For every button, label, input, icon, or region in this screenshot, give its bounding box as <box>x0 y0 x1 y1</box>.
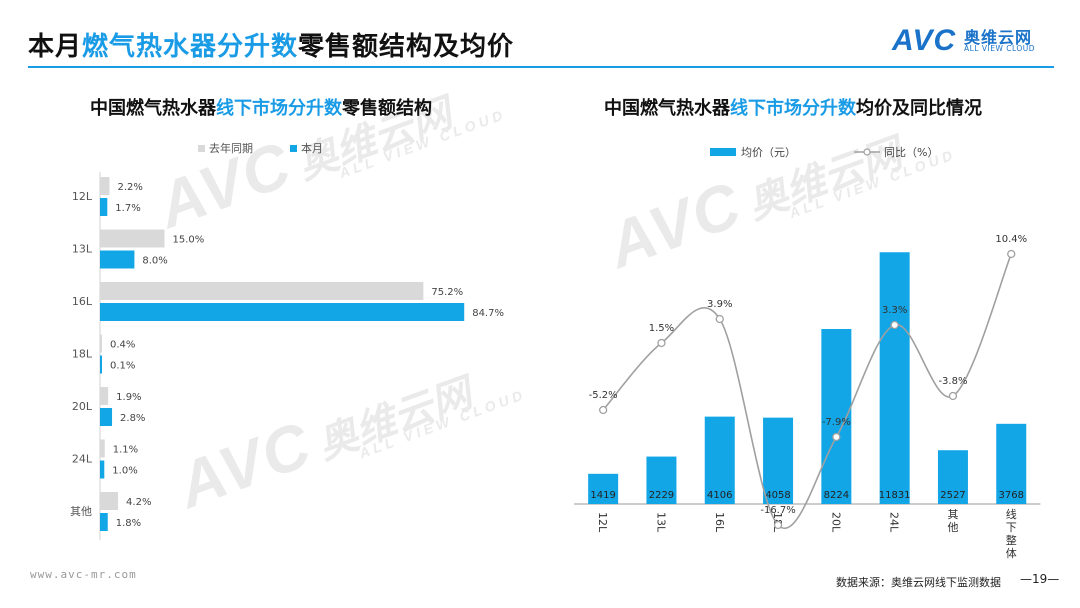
category-label: 其他 <box>947 508 958 534</box>
bar <box>100 460 105 479</box>
line-point <box>1007 249 1016 259</box>
data-label: 8224 <box>824 490 849 501</box>
bar <box>588 473 619 504</box>
line-label: -3.8% <box>938 376 967 387</box>
page-title-post: 零售额结构及均价 <box>298 32 515 62</box>
data-label: 2229 <box>649 490 674 501</box>
header-divider <box>28 66 1054 68</box>
category-label: 18L <box>72 348 93 361</box>
data-label: 2527 <box>940 490 965 501</box>
page-title-highlight: 燃气热水器分升数 <box>82 32 299 62</box>
data-label: 1.0% <box>112 466 137 477</box>
line-point <box>948 391 958 401</box>
legend-swatch <box>198 145 205 152</box>
legend-swatch <box>710 148 736 156</box>
data-label: 84.7% <box>472 308 504 319</box>
category-label: 16L <box>713 512 726 533</box>
line-point <box>773 520 783 530</box>
bar <box>100 439 105 458</box>
line-label: -5.2% <box>589 390 618 401</box>
bar <box>100 492 119 510</box>
category-label: 20L <box>829 512 842 533</box>
bar <box>100 229 165 248</box>
line-point <box>715 314 724 324</box>
bar <box>100 250 135 269</box>
category-label: 12L <box>72 190 93 203</box>
data-label: 1.8% <box>116 518 141 529</box>
legend-label: 去年同期 <box>209 141 253 155</box>
bar <box>100 177 110 195</box>
data-label: 4.2% <box>126 497 151 508</box>
right-chart-title: 中国燃气热水器线下市场分升数均价及同比情况 <box>604 98 982 119</box>
bar <box>100 282 424 300</box>
data-label: 8.0% <box>142 256 167 267</box>
line-label: 10.4% <box>995 234 1027 245</box>
right-combo-chart: 均价（元） 同比（%） 1419 2229 4106 4058 8224 11831 2527 3… <box>574 146 1041 560</box>
avc-logo: AVC 奥维云网 ALL VIEW CLOUD <box>892 22 1062 62</box>
legend-label: 均价（元） <box>741 146 796 159</box>
bar <box>996 423 1027 504</box>
bar <box>100 303 465 321</box>
data-label: 2.8% <box>120 413 145 424</box>
line-label: -16.7% <box>760 505 795 516</box>
logo-cn: 奥维云网 <box>964 28 1033 47</box>
bar <box>100 513 108 531</box>
bar <box>100 334 102 353</box>
data-label: 0.4% <box>110 340 135 351</box>
line-point <box>599 405 608 415</box>
page-number: —19— <box>1020 572 1060 586</box>
footer-url: www.avc-mr.com <box>30 568 137 581</box>
category-label: 12L <box>596 512 609 533</box>
category-label: 线下整体 <box>1006 507 1017 560</box>
legend-label: 本月 <box>301 141 323 155</box>
data-source: 数据来源：奥维云网线下监测数据 <box>836 576 1001 589</box>
bar <box>704 416 735 504</box>
data-label: 11831 <box>879 490 911 501</box>
category-label: 24L <box>888 512 901 533</box>
page-title: 本月燃气热水器分升数零售额结构及均价 <box>28 26 514 63</box>
category-label: 13L <box>72 243 93 256</box>
line-label: 3.9% <box>707 299 732 310</box>
left-bar-chart: 去年同期 本月 12L 2.2% 1.7% 13L 15.0% 8.0% 16L 75.2% 84.… <box>70 141 504 540</box>
data-label: 15.0% <box>173 235 205 246</box>
bar <box>763 417 794 504</box>
bar <box>100 387 109 405</box>
data-label: 4058 <box>765 490 790 501</box>
line-point <box>657 338 666 348</box>
data-label: 1419 <box>590 490 615 501</box>
category-label: 16L <box>72 295 93 308</box>
data-label: 0.1% <box>110 361 135 372</box>
logo-mark: AVC <box>892 24 957 57</box>
legend-marker <box>863 148 871 156</box>
data-label: 2.2% <box>117 182 142 193</box>
bar <box>937 450 968 504</box>
category-label: 20L <box>72 400 93 413</box>
data-label: 1.7% <box>115 203 140 214</box>
bar <box>646 456 677 504</box>
page-title-pre: 本月 <box>28 32 83 62</box>
category-label: 24L <box>72 453 93 466</box>
logo-en: ALL VIEW CLOUD <box>964 44 1036 53</box>
data-label: 75.2% <box>431 287 463 298</box>
line-label: 3.3% <box>882 305 907 316</box>
bar <box>100 355 102 374</box>
legend-label: 同比（%） <box>884 146 938 159</box>
legend-swatch <box>290 145 297 152</box>
line-label: 1.5% <box>649 323 674 334</box>
category-label: 其他 <box>70 505 92 518</box>
data-label: 1.1% <box>113 445 138 456</box>
bar <box>879 252 910 504</box>
bar <box>100 408 113 426</box>
data-label: 3768 <box>999 490 1024 501</box>
bar <box>100 198 108 216</box>
left-chart-title: 中国燃气热水器线下市场分升数零售额结构 <box>90 98 432 119</box>
data-label: 1.9% <box>116 392 141 403</box>
line-point <box>890 320 899 330</box>
line-point <box>832 432 841 442</box>
category-label: 13L <box>654 512 667 533</box>
data-label: 4106 <box>707 490 732 501</box>
line-label: -7.9% <box>822 417 851 428</box>
